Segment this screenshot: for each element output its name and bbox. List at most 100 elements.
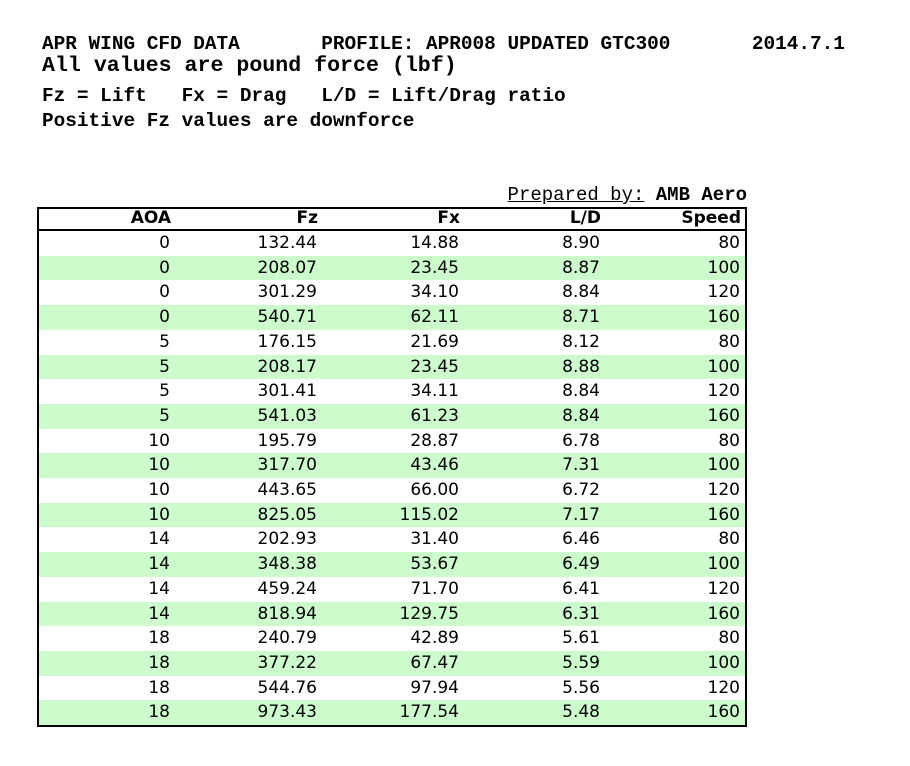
cell-ld: 8.84 — [464, 403, 605, 429]
cell-speed: 100 — [605, 453, 745, 479]
cell-fx: 71.70 — [410, 578, 459, 599]
cell-fx: 31.40 — [410, 529, 459, 550]
cell-speed: 100 — [605, 552, 745, 577]
cell-speed: 100 — [605, 650, 745, 676]
cell-fz: 459.24 — [257, 578, 317, 599]
cell-aoa: 5 — [39, 354, 175, 380]
cell-aoa: 18 — [39, 650, 175, 676]
cell-aoa: 18 — [148, 677, 170, 698]
cell-ld: 6.46 — [562, 529, 600, 550]
col-header-speed: Speed — [605, 209, 745, 231]
table-row: 10 443.65 66.00 6.72 120 — [39, 478, 745, 503]
cell-aoa: 10 — [39, 453, 175, 479]
cell-aoa: 0 — [39, 255, 175, 281]
cell-speed: 160 — [605, 502, 745, 528]
cell-aoa: 14 — [148, 578, 170, 599]
cell-aoa: 5 — [159, 331, 170, 352]
table-row: 0 132.44 14.88 8.90 80 — [39, 231, 745, 256]
cell-aoa: 0 — [39, 305, 175, 330]
cell-fx: 34.11 — [410, 381, 459, 402]
cell-fz: 176.15 — [257, 331, 317, 352]
prepared-by-spacer — [644, 184, 655, 206]
prepared-by: Prepared by: AMB Aero — [508, 186, 747, 205]
cell-aoa: 0 — [159, 233, 170, 253]
cell-aoa: 0 — [159, 282, 170, 303]
cell-speed: 120 — [707, 381, 740, 402]
table-row: 14 459.24 71.70 6.41 120 — [39, 577, 745, 602]
cell-fx: 23.45 — [322, 354, 464, 380]
document-title-line: APR WING CFD DATA PROFILE: APR008 UPDATE… — [42, 33, 845, 55]
cell-ld: 6.78 — [562, 430, 600, 451]
cell-speed: 160 — [605, 403, 745, 429]
table-row: 10 825.05 115.02 7.17 160 — [39, 502, 745, 528]
cell-fx: 28.87 — [410, 430, 459, 451]
cell-fx: 14.88 — [410, 233, 459, 253]
cfd-table: AOA Fz Fx L/D Speed 0 132.44 14.88 8.90 80 0 2… — [37, 207, 747, 728]
cell-fx: 23.45 — [322, 255, 464, 281]
cell-ld: 6.49 — [464, 552, 605, 577]
cell-fx: 177.54 — [322, 700, 464, 726]
cell-fx: 42.89 — [410, 628, 459, 649]
table-row: 14 202.93 31.40 6.46 80 — [39, 527, 745, 552]
cell-fz: 195.79 — [257, 430, 317, 451]
table-row: 10 195.79 28.87 6.78 80 — [39, 429, 745, 454]
table-row: 5 301.41 34.11 8.84 120 — [39, 379, 745, 404]
cell-fz: 818.94 — [175, 601, 322, 627]
cell-aoa: 5 — [159, 381, 170, 402]
col-header-fx: Fx — [322, 209, 464, 231]
cell-ld: 6.72 — [562, 480, 600, 501]
col-header-aoa: AOA — [39, 209, 175, 231]
table-row: 18 240.79 42.89 5.61 80 — [39, 626, 745, 651]
cell-speed: 80 — [718, 430, 740, 451]
cell-fx: 67.47 — [322, 650, 464, 676]
table-row: 18 544.76 97.94 5.56 120 — [39, 676, 745, 701]
cell-fx: 21.69 — [410, 331, 459, 352]
cell-ld: 6.31 — [464, 601, 605, 627]
cell-fz: 208.17 — [175, 354, 322, 380]
cell-speed: 120 — [707, 480, 740, 501]
cell-speed: 120 — [707, 578, 740, 599]
cell-ld: 8.84 — [562, 282, 600, 303]
prepared-by-label: Prepared by: — [507, 184, 645, 206]
downforce-note: Positive Fz values are downforce — [42, 110, 415, 132]
cell-fx: 62.11 — [322, 305, 464, 330]
table-row: 0 208.07 23.45 8.87 100 — [39, 255, 745, 281]
table-row: 10 317.70 43.46 7.31 100 — [39, 453, 745, 479]
table-row: 14 818.94 129.75 6.31 160 — [39, 601, 745, 627]
cell-ld: 7.31 — [464, 453, 605, 479]
cell-aoa: 10 — [148, 430, 170, 451]
table-row: 0 540.71 62.11 8.71 160 — [39, 305, 745, 330]
cell-aoa: 14 — [39, 601, 175, 627]
cell-ld: 5.61 — [562, 628, 600, 649]
cell-ld: 8.71 — [464, 305, 605, 330]
cell-fz: 301.41 — [257, 381, 317, 402]
cell-ld: 5.59 — [464, 650, 605, 676]
cell-ld: 6.41 — [562, 578, 600, 599]
cell-ld: 5.48 — [464, 700, 605, 726]
legend-note: Fz = Lift Fx = Drag L/D = Lift/Drag rati… — [42, 85, 566, 107]
cell-aoa: 14 — [39, 552, 175, 577]
table-row: 5 208.17 23.45 8.88 100 — [39, 354, 745, 380]
cell-fx: 115.02 — [322, 502, 464, 528]
cell-speed: 160 — [605, 305, 745, 330]
prepared-by-value: AMB Aero — [655, 184, 747, 206]
cell-fz: 317.70 — [175, 453, 322, 479]
cell-fz: 540.71 — [175, 305, 322, 330]
cell-speed: 80 — [718, 233, 740, 253]
cell-ld: 8.12 — [562, 331, 600, 352]
cell-ld: 8.90 — [562, 233, 600, 253]
cell-speed: 120 — [707, 677, 740, 698]
units-note: All values are pound force (lbf) — [42, 54, 457, 78]
cell-aoa: 14 — [148, 529, 170, 550]
cell-speed: 120 — [707, 282, 740, 303]
table-row: 0 301.29 34.10 8.84 120 — [39, 280, 745, 305]
cell-fz: 132.44 — [257, 233, 317, 253]
cell-aoa: 18 — [39, 700, 175, 726]
cell-ld: 8.87 — [464, 255, 605, 281]
cell-fx: 61.23 — [322, 403, 464, 429]
cell-ld: 8.84 — [562, 381, 600, 402]
cell-ld: 8.88 — [464, 354, 605, 380]
cell-aoa: 10 — [148, 480, 170, 501]
cell-fz: 301.29 — [257, 282, 317, 303]
